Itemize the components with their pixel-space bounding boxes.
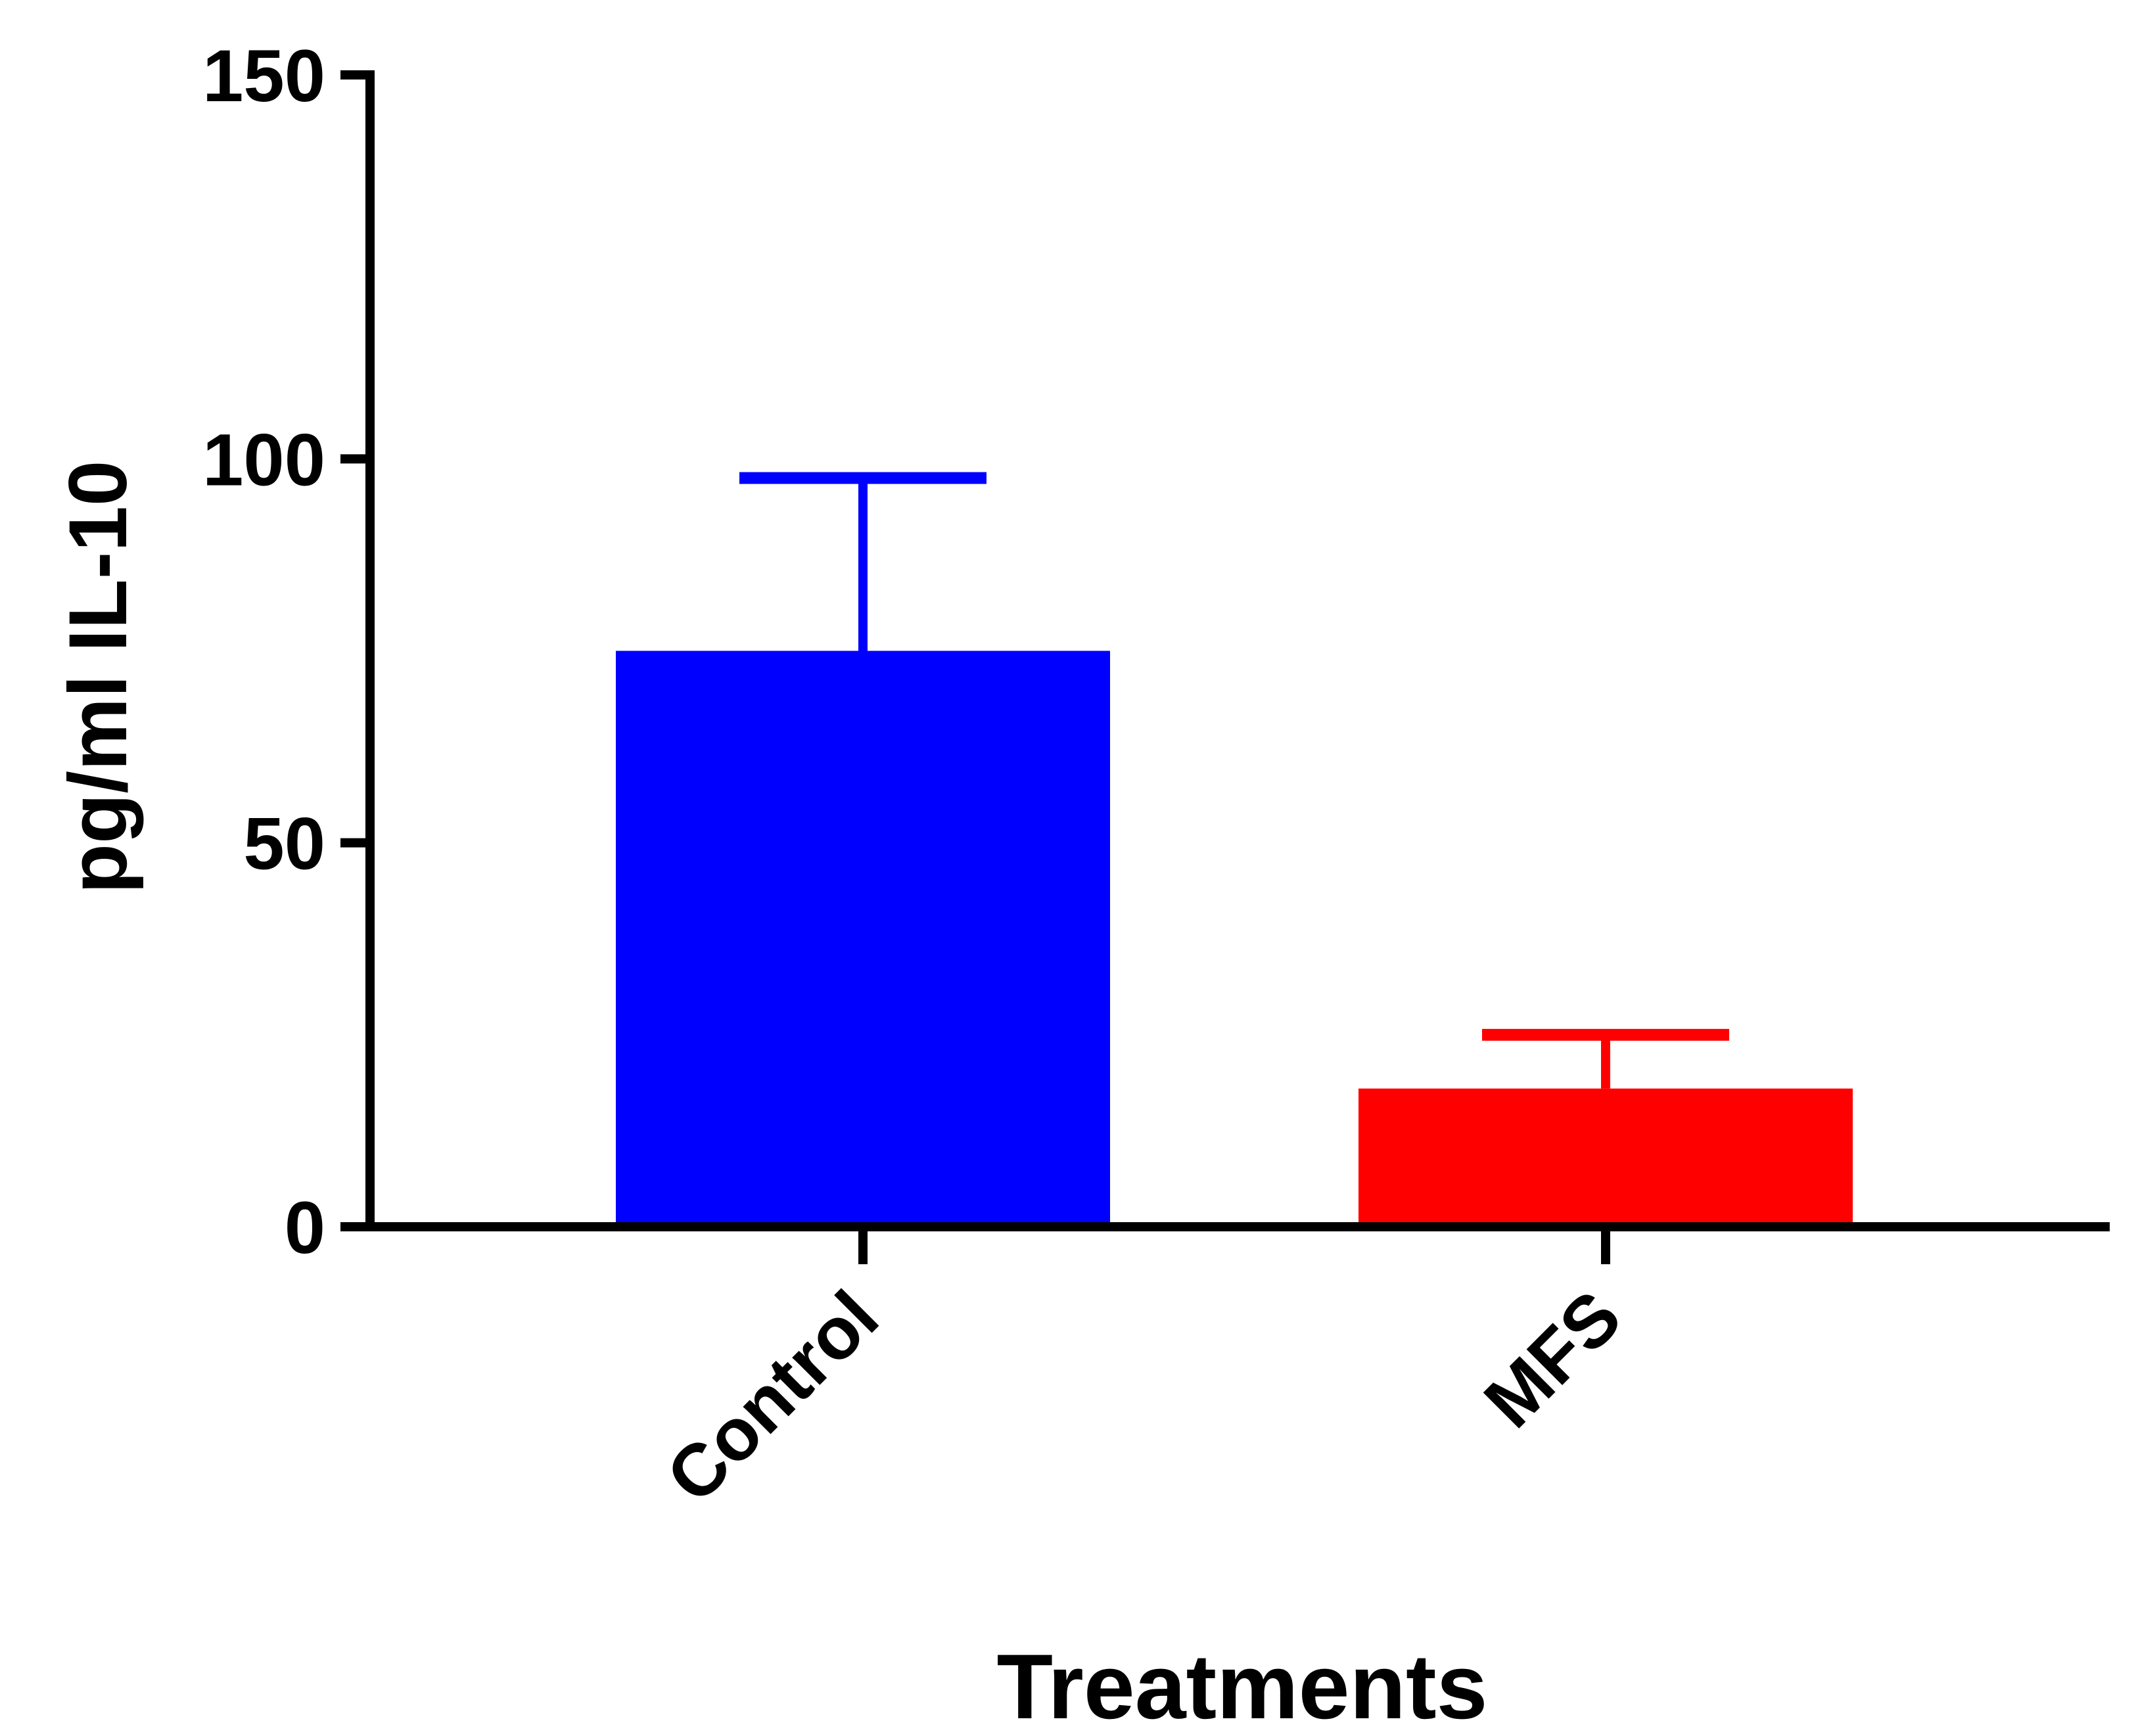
bar-mfs: [1358, 1088, 1853, 1227]
y-axis-title: pg/ml IL-10: [53, 461, 144, 894]
y-tick-label: 50: [243, 803, 325, 885]
x-tick-label-mfs: MFS: [1468, 1275, 1637, 1444]
error-bar-control: [739, 472, 987, 651]
y-tick-label: 100: [202, 419, 325, 501]
x-axis-title: Treatments: [997, 1635, 1488, 1733]
y-tick-label: 0: [285, 1187, 325, 1269]
x-tick-label-control: Control: [651, 1275, 894, 1519]
y-tick-label: 150: [202, 35, 325, 117]
bar-control: [616, 651, 1110, 1227]
error-bar-mfs: [1482, 1028, 1729, 1089]
